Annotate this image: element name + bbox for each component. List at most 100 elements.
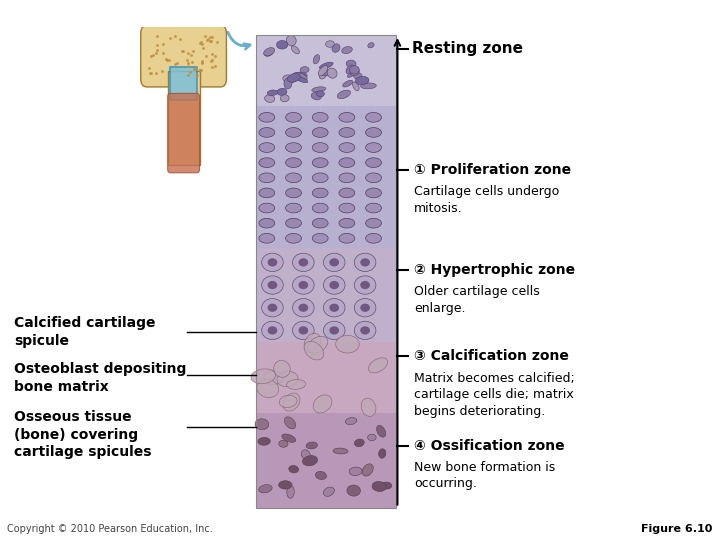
Ellipse shape — [287, 73, 300, 82]
Text: Older cartilage cells
enlarge.: Older cartilage cells enlarge. — [414, 285, 540, 315]
Ellipse shape — [292, 73, 307, 81]
Ellipse shape — [317, 91, 324, 97]
Ellipse shape — [264, 48, 275, 56]
Text: ④ Ossification zone: ④ Ossification zone — [414, 438, 564, 453]
Text: ① Proliferation zone: ① Proliferation zone — [414, 163, 571, 177]
Ellipse shape — [259, 173, 275, 183]
Bar — [170, 68, 197, 100]
Ellipse shape — [286, 188, 302, 198]
Ellipse shape — [259, 158, 275, 167]
Ellipse shape — [286, 112, 302, 122]
Ellipse shape — [283, 75, 296, 83]
Ellipse shape — [299, 326, 308, 335]
Ellipse shape — [312, 127, 328, 137]
Ellipse shape — [292, 46, 300, 54]
Ellipse shape — [339, 203, 355, 213]
Ellipse shape — [259, 218, 275, 228]
Text: Figure 6.10: Figure 6.10 — [642, 523, 713, 534]
Ellipse shape — [304, 341, 324, 360]
Bar — [256, 106, 396, 248]
Ellipse shape — [323, 487, 334, 496]
Ellipse shape — [332, 44, 340, 52]
Ellipse shape — [354, 321, 376, 340]
Ellipse shape — [292, 299, 314, 317]
Ellipse shape — [323, 299, 345, 317]
Ellipse shape — [323, 253, 345, 272]
Ellipse shape — [366, 188, 382, 198]
Ellipse shape — [346, 60, 356, 68]
Ellipse shape — [292, 72, 307, 79]
Ellipse shape — [286, 143, 302, 152]
FancyBboxPatch shape — [141, 25, 226, 87]
Ellipse shape — [336, 335, 359, 353]
Ellipse shape — [360, 303, 370, 312]
Ellipse shape — [354, 439, 364, 447]
Ellipse shape — [259, 188, 275, 198]
Ellipse shape — [323, 321, 345, 340]
Text: Copyright © 2010 Pearson Education, Inc.: Copyright © 2010 Pearson Education, Inc. — [7, 523, 213, 534]
Ellipse shape — [329, 281, 339, 289]
Ellipse shape — [381, 482, 392, 489]
Ellipse shape — [368, 434, 376, 441]
Ellipse shape — [312, 173, 328, 183]
Bar — [256, 248, 396, 342]
Ellipse shape — [361, 83, 377, 89]
Ellipse shape — [360, 326, 370, 335]
Ellipse shape — [354, 276, 376, 294]
Ellipse shape — [339, 127, 355, 137]
Ellipse shape — [279, 440, 288, 447]
Ellipse shape — [283, 393, 300, 411]
Bar — [168, 71, 199, 165]
Ellipse shape — [350, 68, 359, 76]
Ellipse shape — [342, 46, 352, 53]
Ellipse shape — [264, 371, 283, 384]
Ellipse shape — [286, 127, 302, 137]
Ellipse shape — [286, 203, 302, 213]
Ellipse shape — [312, 87, 326, 92]
Ellipse shape — [259, 127, 275, 137]
Ellipse shape — [304, 333, 321, 353]
Ellipse shape — [282, 434, 296, 442]
Ellipse shape — [366, 233, 382, 243]
Ellipse shape — [312, 218, 328, 228]
Ellipse shape — [339, 188, 355, 198]
Ellipse shape — [356, 76, 369, 85]
Ellipse shape — [343, 80, 353, 87]
Ellipse shape — [286, 233, 302, 243]
Ellipse shape — [368, 43, 374, 48]
Ellipse shape — [360, 281, 370, 289]
Bar — [256, 35, 396, 106]
Ellipse shape — [289, 465, 299, 473]
Text: Cartilage cells undergo
mitosis.: Cartilage cells undergo mitosis. — [414, 185, 559, 215]
Ellipse shape — [261, 299, 283, 317]
Ellipse shape — [259, 233, 275, 243]
Ellipse shape — [292, 321, 314, 340]
Text: Resting zone: Resting zone — [412, 41, 523, 56]
Ellipse shape — [354, 73, 362, 79]
Ellipse shape — [255, 419, 269, 430]
Ellipse shape — [295, 76, 307, 83]
Ellipse shape — [300, 66, 309, 73]
Ellipse shape — [299, 303, 308, 312]
Ellipse shape — [268, 326, 277, 335]
Ellipse shape — [379, 449, 386, 458]
Ellipse shape — [313, 55, 320, 64]
Ellipse shape — [337, 90, 351, 99]
Ellipse shape — [257, 379, 279, 397]
Ellipse shape — [259, 112, 275, 122]
Text: New bone formation is
occurring.: New bone formation is occurring. — [414, 461, 555, 490]
Ellipse shape — [287, 380, 306, 389]
Text: Matrix becomes calcified;
cartilage cells die; matrix
begins deteriorating.: Matrix becomes calcified; cartilage cell… — [414, 372, 575, 417]
Ellipse shape — [346, 417, 357, 424]
Ellipse shape — [284, 417, 296, 429]
Ellipse shape — [299, 281, 308, 289]
Ellipse shape — [320, 62, 333, 69]
Ellipse shape — [369, 358, 387, 373]
Bar — [256, 413, 396, 508]
Ellipse shape — [279, 481, 292, 489]
Ellipse shape — [292, 253, 314, 272]
Ellipse shape — [346, 65, 354, 74]
Ellipse shape — [360, 258, 370, 267]
Ellipse shape — [366, 158, 382, 167]
Ellipse shape — [318, 66, 328, 76]
